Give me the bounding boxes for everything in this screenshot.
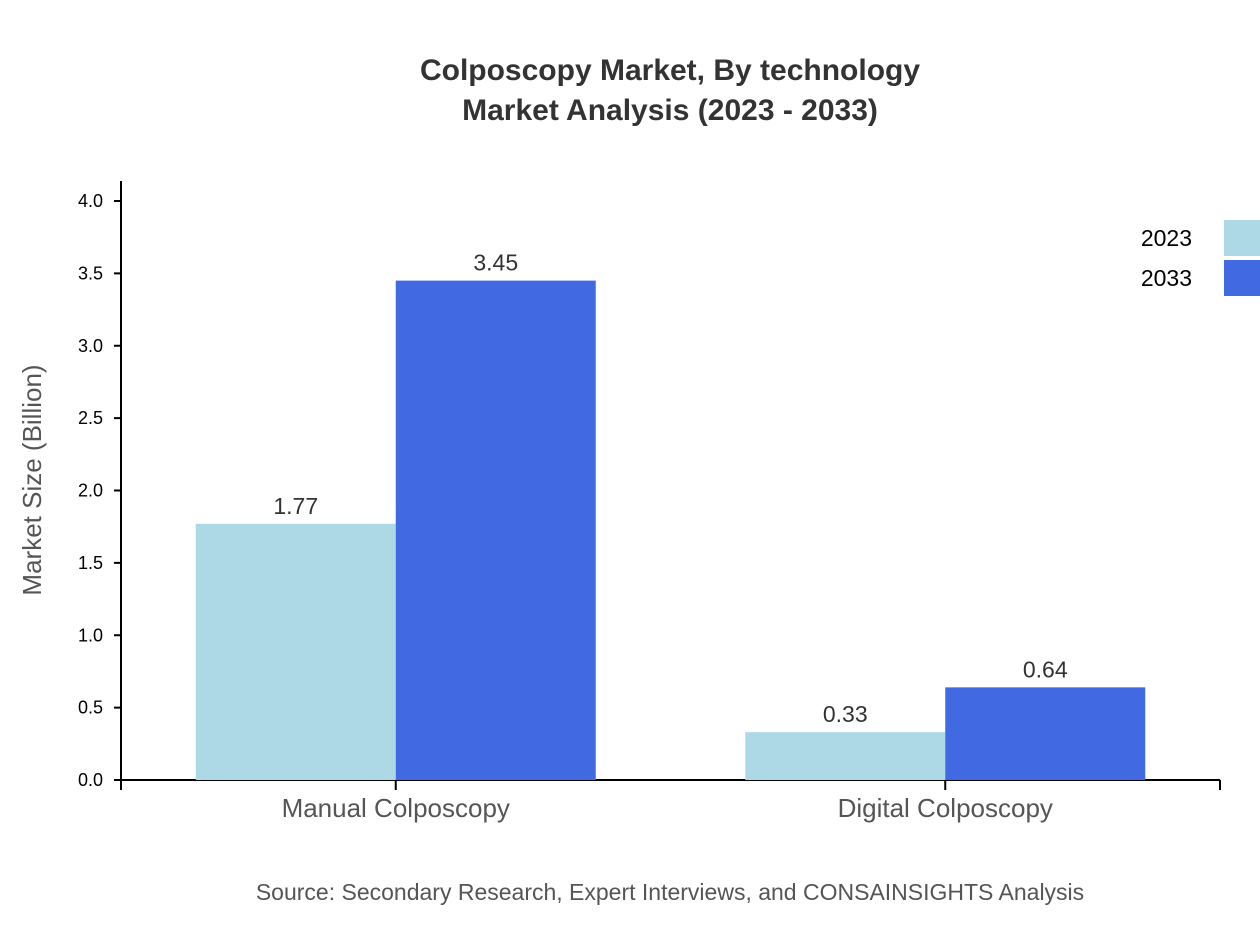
y-axis-label: Market Size (Billion) (17, 364, 47, 595)
x-tick-label: Manual Colposcopy (282, 793, 510, 823)
data-label: 0.64 (1023, 656, 1068, 682)
bar (745, 732, 946, 780)
legend-label: 2033 (1141, 265, 1192, 291)
legend-swatch (1224, 220, 1260, 256)
data-label: 0.33 (823, 701, 868, 727)
y-tick-label: 2.5 (78, 408, 103, 428)
y-tick-label: 1.0 (78, 625, 103, 645)
data-label: 1.77 (273, 493, 318, 519)
y-tick-label: 3.0 (78, 336, 103, 356)
y-tick-label: 3.5 (78, 263, 103, 283)
bar (195, 523, 396, 780)
y-tick-label: 0.5 (78, 698, 103, 718)
y-tick-label: 1.5 (78, 553, 103, 573)
x-tick-label: Digital Colposcopy (838, 793, 1053, 823)
y-tick-label: 2.0 (78, 481, 103, 501)
bar (945, 687, 1146, 780)
y-tick-label: 0.0 (78, 770, 103, 790)
source-note: Source: Secondary Research, Expert Inter… (256, 879, 1084, 905)
chart-title: Colposcopy Market, By technology (420, 54, 920, 87)
legend-swatch (1224, 260, 1260, 296)
y-tick-label: 4.0 (78, 191, 103, 211)
bar (395, 280, 596, 780)
data-label: 3.45 (473, 250, 518, 276)
chart-subtitle: Market Analysis (2023 - 2033) (462, 94, 878, 127)
legend-label: 2023 (1141, 225, 1192, 251)
